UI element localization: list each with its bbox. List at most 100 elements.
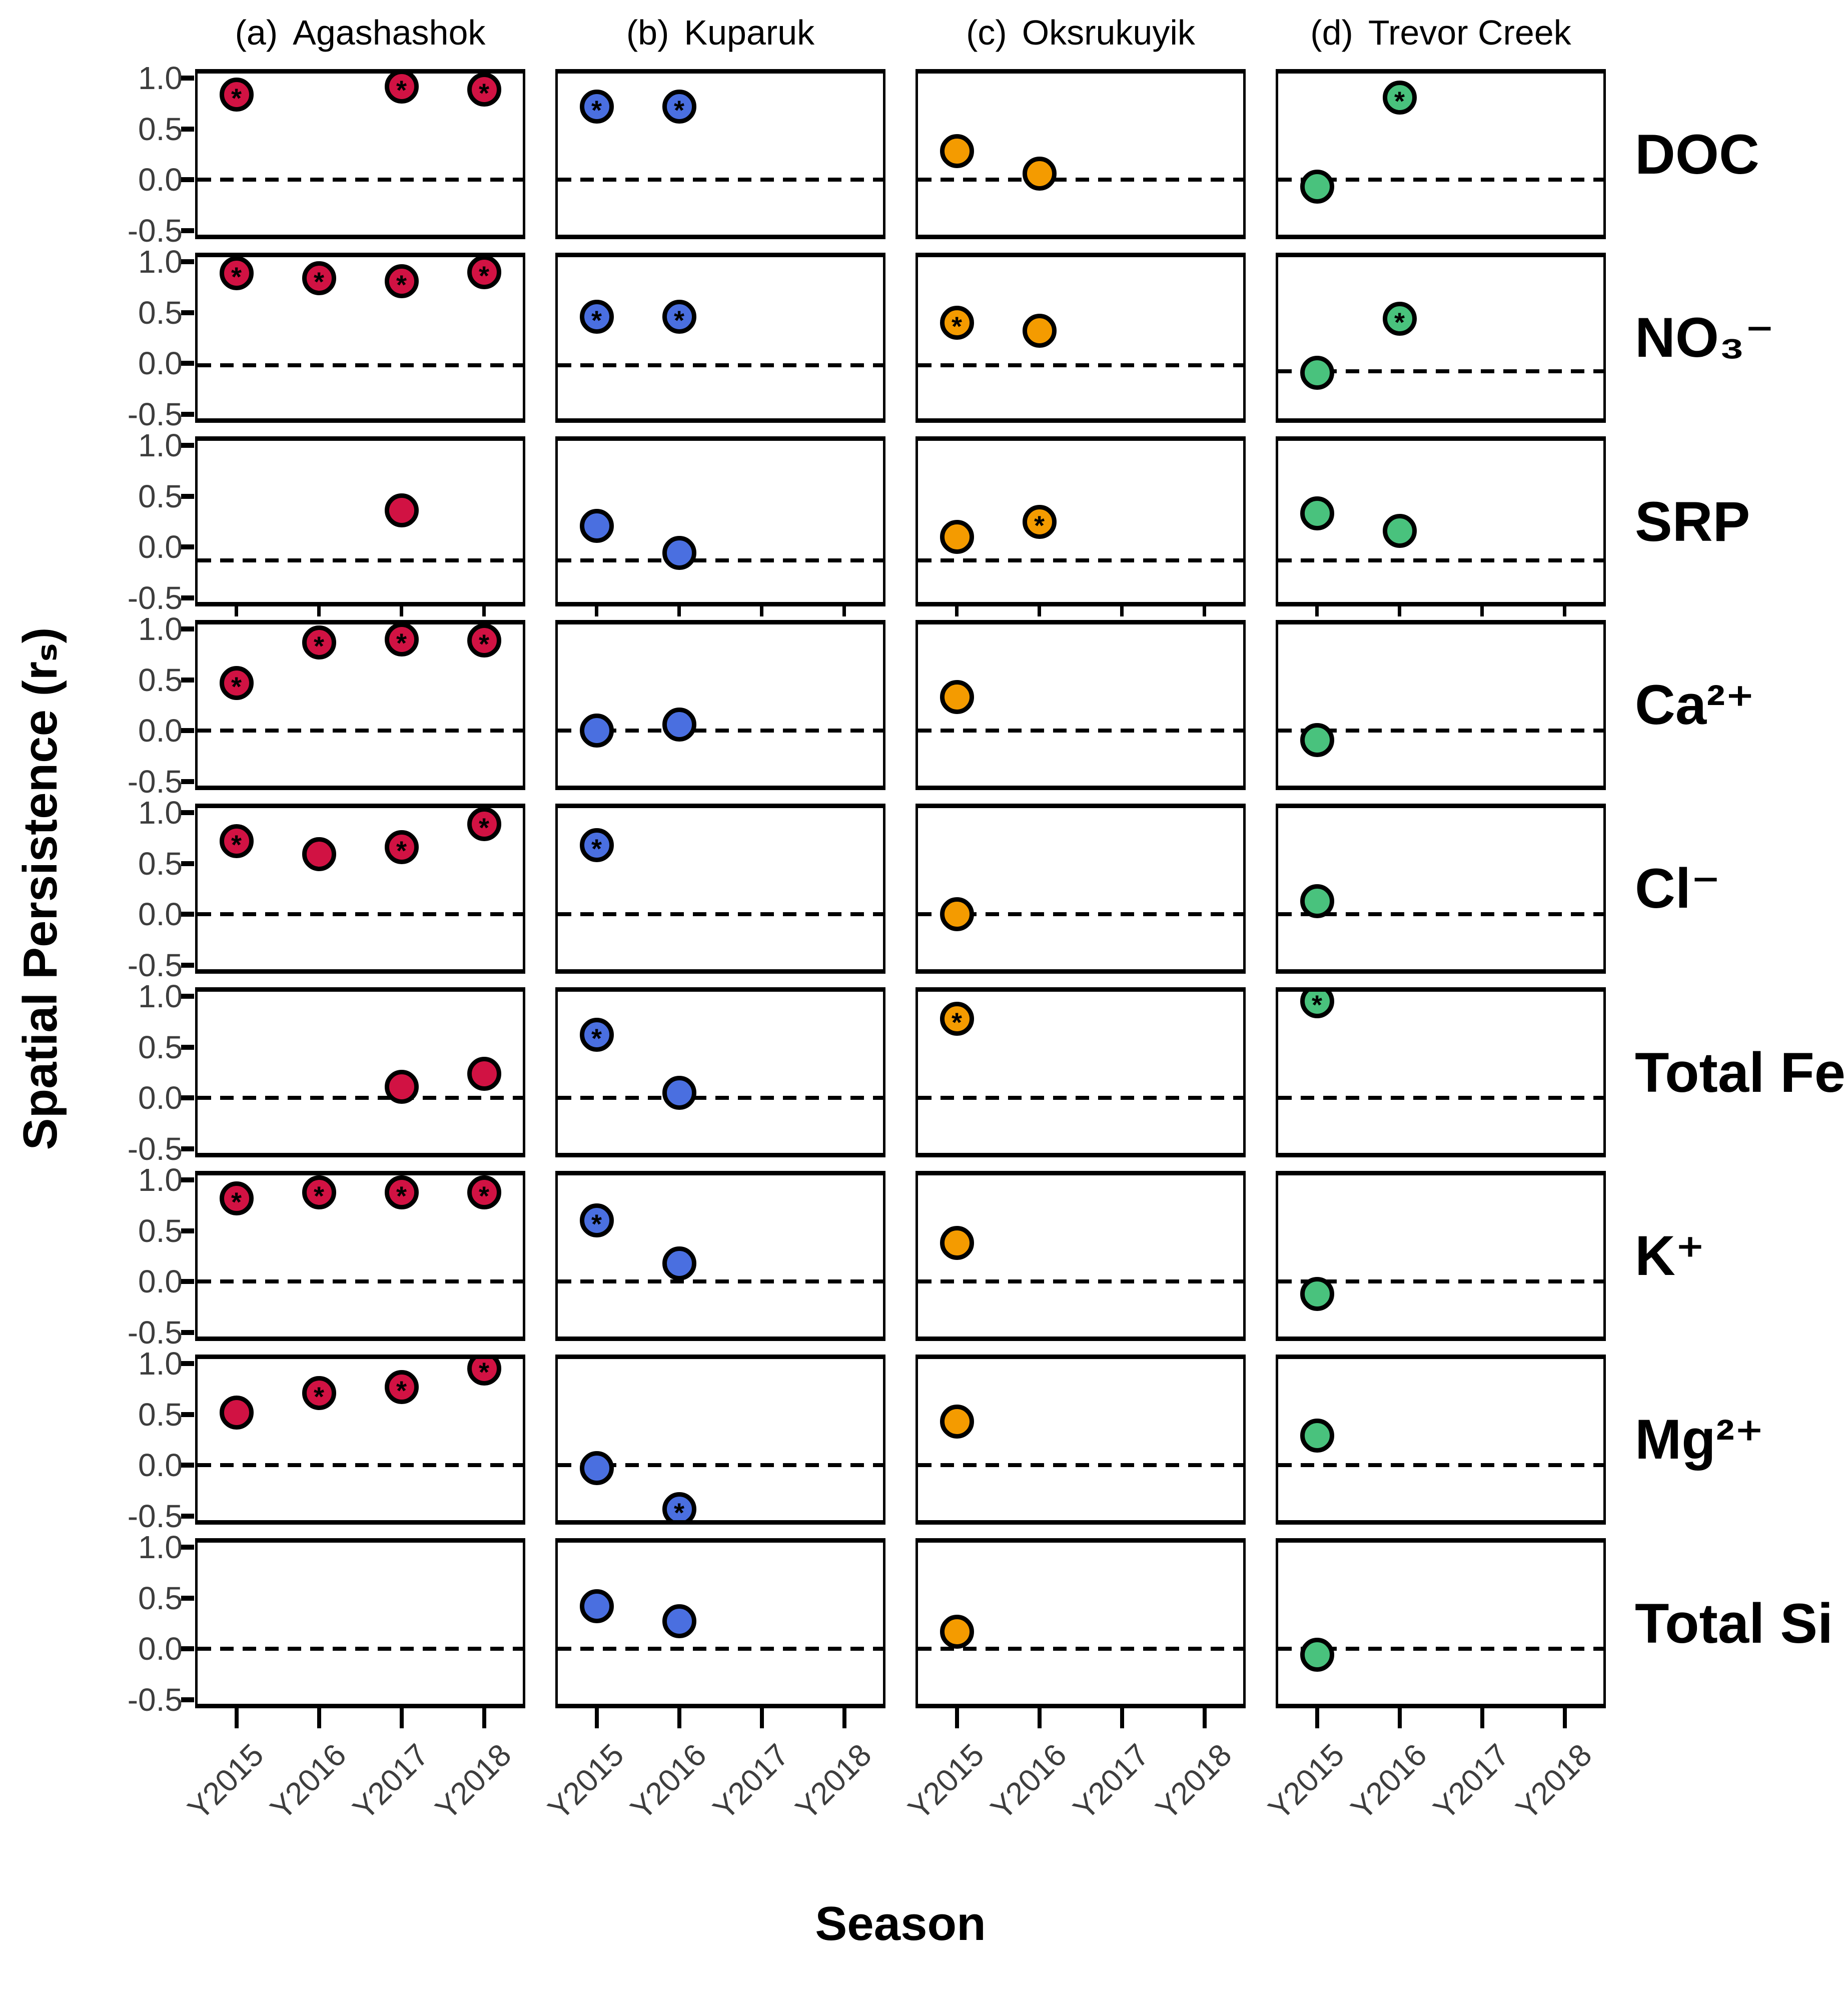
y-tick-label: -0.5 — [127, 1498, 183, 1534]
data-point — [1300, 496, 1334, 531]
panel — [915, 1355, 1246, 1525]
x-tick-mark — [1562, 1708, 1567, 1728]
data-point: * — [579, 1203, 614, 1238]
data-point: * — [219, 1181, 254, 1215]
data-point: * — [302, 625, 336, 659]
data-point — [1300, 1276, 1334, 1311]
x-tick-mark — [1037, 1708, 1042, 1728]
y-tick-mark — [181, 126, 194, 132]
row-label-solute: NO₃⁻ — [1635, 306, 1774, 369]
x-tick-label: Y2017 — [706, 1737, 795, 1827]
y-tick-label: 0.5 — [138, 294, 183, 331]
data-point: * — [302, 261, 336, 295]
y-tick-mark — [181, 1330, 194, 1335]
data-point: * — [302, 1175, 336, 1209]
y-tick-label: -0.5 — [127, 212, 183, 249]
x-tick-label: Y2017 — [1426, 1737, 1516, 1827]
reference-line — [918, 1647, 1243, 1651]
row-label-solute: Total Fe — [1635, 1041, 1846, 1104]
significance-asterisk: * — [231, 83, 242, 114]
significance-asterisk: * — [1394, 86, 1405, 117]
data-point: * — [940, 306, 974, 340]
panel — [195, 987, 525, 1157]
significance-asterisk: * — [396, 270, 407, 300]
y-tick-label: 1.0 — [138, 1529, 183, 1566]
significance-asterisk: * — [231, 672, 242, 702]
data-point — [662, 1604, 696, 1639]
significance-asterisk: * — [1034, 510, 1045, 541]
data-point: * — [1382, 80, 1417, 117]
data-point: * — [467, 257, 501, 291]
data-point — [384, 1069, 419, 1104]
panel-letter: (a) — [235, 13, 278, 52]
panel — [1276, 436, 1606, 606]
y-tick-mark — [181, 1697, 194, 1702]
reference-line — [198, 363, 523, 368]
data-point — [662, 536, 696, 570]
significance-asterisk: * — [591, 1023, 602, 1054]
significance-asterisk: * — [1311, 990, 1322, 1020]
x-tick-label: Y2018 — [428, 1737, 518, 1827]
significance-asterisk: * — [1394, 307, 1405, 338]
panel: * * — [555, 69, 885, 239]
y-tick-mark — [181, 544, 194, 550]
y-tick-mark — [181, 912, 194, 917]
panel — [915, 1538, 1246, 1708]
y-tick-mark — [181, 1228, 194, 1233]
y-tick-mark — [181, 1545, 194, 1550]
data-point — [1022, 157, 1057, 191]
reference-line — [1278, 912, 1603, 917]
panel: * * — [555, 253, 885, 423]
data-point — [940, 134, 974, 169]
reference-line — [918, 729, 1243, 733]
data-point: * — [219, 666, 254, 702]
y-tick-label: 0.0 — [138, 713, 183, 749]
x-tick-mark — [1202, 1708, 1207, 1728]
data-point: * — [579, 1018, 614, 1054]
panel — [915, 620, 1246, 790]
x-minor-tick-mark — [955, 606, 959, 616]
data-point: * — [302, 1376, 336, 1411]
data-point — [940, 1226, 974, 1260]
x-minor-tick-mark — [842, 606, 846, 616]
x-tick-mark — [842, 1708, 846, 1728]
row-label-solute: Cl⁻ — [1635, 857, 1721, 920]
reference-line — [1278, 558, 1603, 562]
row-label-solute: K⁺ — [1635, 1224, 1705, 1287]
data-point — [1300, 884, 1334, 918]
significance-asterisk: * — [673, 95, 684, 126]
reference-line — [558, 1647, 883, 1651]
reference-line — [918, 1279, 1243, 1284]
significance-asterisk: * — [396, 628, 407, 658]
data-point: * — [1382, 301, 1417, 338]
y-tick-label: 1.0 — [138, 60, 183, 97]
significance-asterisk: * — [478, 261, 489, 291]
row-label-solute: SRP — [1635, 490, 1750, 553]
reference-line — [558, 1279, 883, 1284]
data-point — [940, 519, 974, 554]
x-tick-label: Y2016 — [984, 1737, 1073, 1827]
y-tick-label: 1.0 — [138, 795, 183, 831]
x-tick-label: Y2016 — [1344, 1737, 1433, 1827]
data-point — [579, 1451, 614, 1486]
data-point: * — [219, 824, 254, 859]
reference-line — [1278, 1463, 1603, 1468]
significance-asterisk: * — [478, 1181, 489, 1211]
data-point: * — [467, 74, 501, 107]
panel: * — [915, 987, 1246, 1157]
y-tick-label: -0.5 — [127, 1314, 183, 1351]
x-tick-label: Y2018 — [788, 1737, 878, 1827]
significance-asterisk: * — [396, 836, 407, 866]
data-point: * — [467, 624, 501, 657]
data-point — [1022, 314, 1057, 348]
panel: * * * * — [195, 253, 525, 423]
y-tick-label: -0.5 — [127, 947, 183, 983]
data-point — [940, 680, 974, 715]
panel: * — [555, 987, 885, 1157]
y-tick-mark — [181, 595, 194, 600]
data-point: * — [384, 830, 419, 866]
x-minor-tick-mark — [317, 606, 321, 616]
y-tick-mark — [181, 779, 194, 784]
data-point — [662, 1246, 696, 1280]
